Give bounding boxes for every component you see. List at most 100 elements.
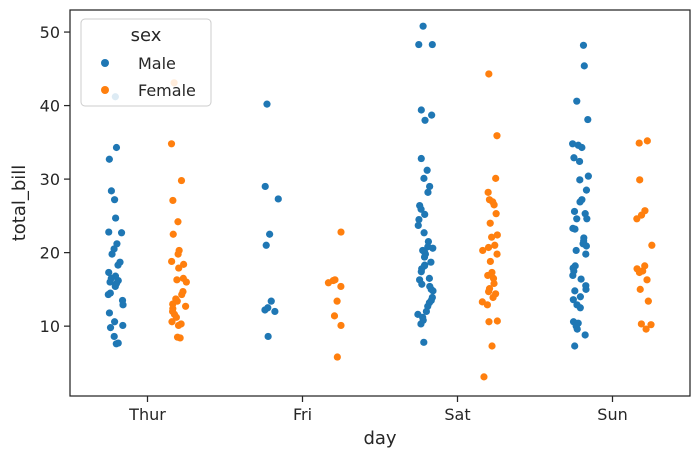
data-point-male — [114, 261, 122, 269]
data-point-female — [483, 301, 491, 309]
data-point-male — [263, 100, 271, 108]
data-point-female — [177, 176, 186, 185]
data-point-male — [570, 154, 578, 162]
data-point-male — [119, 301, 127, 309]
data-point-female — [643, 276, 651, 284]
data-point-male — [262, 241, 270, 249]
data-point-female — [480, 373, 488, 381]
data-point-male — [114, 339, 122, 347]
data-point-male — [424, 188, 432, 196]
data-point-female — [174, 250, 182, 258]
legend-title: sex — [131, 25, 162, 46]
data-point-male — [573, 215, 581, 223]
data-point-male — [417, 106, 425, 114]
data-point-male — [420, 174, 428, 182]
data-point-male — [108, 250, 116, 258]
data-point-male — [570, 207, 579, 216]
x-tick-label-sat: Sat — [444, 405, 470, 424]
y-tick-label: 10 — [40, 317, 60, 336]
y-tick-label: 50 — [40, 23, 60, 42]
data-point-male — [571, 225, 579, 233]
data-point-female — [324, 279, 333, 287]
data-point-male — [264, 332, 272, 341]
data-point-female — [173, 276, 181, 284]
data-point-female — [337, 282, 345, 291]
x-tick-label-sun: Sun — [597, 405, 627, 424]
data-point-female — [176, 334, 184, 342]
data-point-male — [421, 116, 429, 124]
data-point-male — [569, 296, 577, 304]
data-point-male — [425, 274, 433, 282]
data-point-male — [417, 268, 425, 276]
data-point-female — [493, 317, 501, 325]
data-point-female — [174, 218, 182, 226]
data-point-male — [573, 97, 581, 105]
data-point-female — [485, 70, 493, 78]
data-point-male — [106, 324, 115, 332]
data-point-female — [633, 215, 641, 223]
data-point-male — [428, 40, 436, 49]
data-point-male — [578, 143, 586, 152]
data-point-female — [492, 210, 500, 218]
data-point-male — [414, 221, 422, 230]
data-point-male — [573, 325, 581, 333]
data-point-male — [417, 320, 425, 328]
data-point-male — [576, 198, 584, 206]
data-point-female — [174, 321, 183, 330]
data-point-female — [330, 312, 339, 320]
data-point-female — [642, 325, 650, 333]
x-axis-label: day — [363, 428, 396, 449]
data-point-male — [105, 309, 114, 317]
y-tick-label: 40 — [40, 97, 60, 116]
data-point-male — [419, 22, 427, 30]
x-tick-label-fri: Fri — [293, 405, 312, 424]
data-point-female — [485, 318, 493, 326]
data-point-female — [491, 241, 499, 249]
data-point-female — [333, 353, 341, 361]
data-point-female — [182, 302, 190, 310]
data-point-male — [105, 155, 113, 163]
series-female — [167, 70, 656, 381]
legend-box — [80, 18, 212, 107]
data-point-male — [271, 307, 279, 316]
y-tick-label: 20 — [40, 244, 60, 263]
data-point-female — [493, 231, 501, 239]
data-point-male — [104, 290, 112, 299]
data-point-male — [267, 297, 275, 305]
data-point-female — [636, 285, 644, 293]
data-point-female — [178, 290, 186, 299]
data-point-female — [488, 233, 496, 241]
data-point-male — [417, 154, 425, 163]
data-point-male — [112, 214, 120, 222]
data-point-male — [576, 304, 584, 312]
data-point-female — [486, 257, 494, 266]
plot-frame — [69, 9, 691, 397]
data-point-female — [493, 250, 501, 258]
chart-marks — [104, 22, 656, 381]
data-point-male — [105, 228, 113, 236]
data-point-female — [490, 279, 498, 288]
data-point-male — [426, 182, 434, 191]
data-point-male — [571, 287, 579, 295]
data-point-male — [429, 244, 437, 252]
data-point-male — [580, 62, 588, 70]
data-point-female — [493, 132, 501, 140]
data-point-male — [569, 271, 577, 280]
data-point-female — [644, 297, 652, 305]
data-point-male — [420, 229, 428, 237]
data-point-male — [420, 338, 428, 346]
data-point-female — [333, 297, 341, 305]
data-point-female — [167, 140, 176, 148]
x-tick-label-thur: Thur — [128, 405, 166, 424]
data-point-male — [119, 321, 127, 330]
data-point-female — [492, 174, 500, 182]
data-point-male — [569, 140, 577, 148]
data-point-male — [583, 215, 591, 223]
data-point-male — [582, 242, 591, 250]
data-point-male — [418, 280, 426, 288]
data-point-male — [421, 210, 429, 218]
y-tick-label: 30 — [40, 170, 60, 189]
data-point-female — [488, 342, 496, 350]
data-point-female — [486, 219, 494, 227]
